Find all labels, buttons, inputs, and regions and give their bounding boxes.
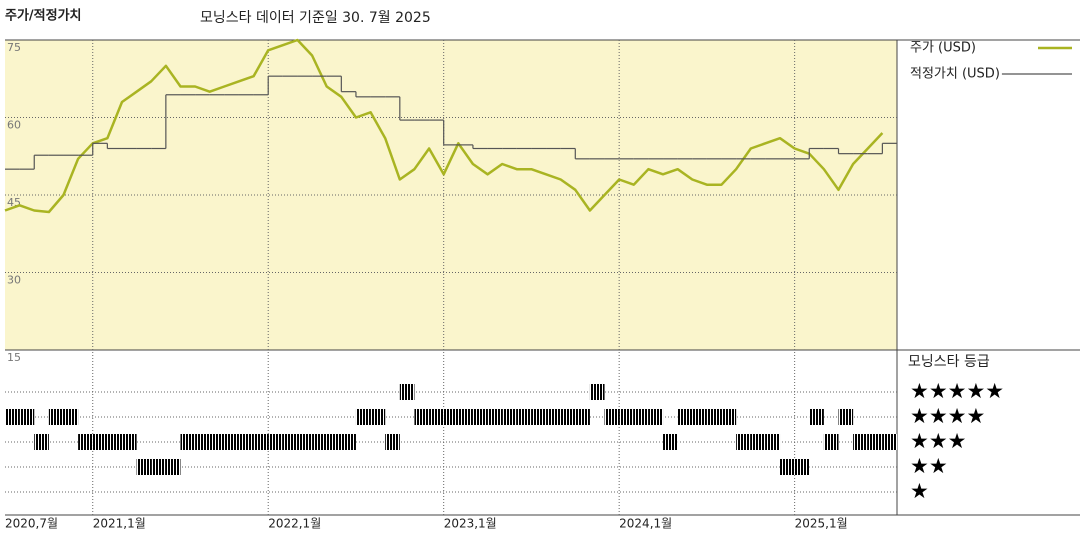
rating-bar	[823, 434, 839, 450]
rating-bar	[355, 409, 371, 425]
rating-bar	[619, 409, 634, 425]
rating-bar	[765, 434, 781, 450]
rating-bar	[268, 434, 283, 450]
rating-bar	[282, 434, 298, 450]
rating-bar	[575, 409, 590, 425]
rating-bar	[399, 384, 415, 400]
legend-label: 적정가치 (USD)	[910, 67, 1000, 82]
rating-bar	[472, 409, 488, 425]
rating-bar	[209, 434, 225, 450]
rating-bar	[867, 434, 883, 450]
rating-label: ★	[910, 479, 929, 503]
rating-bar	[487, 409, 503, 425]
y-tick-label: 15	[7, 351, 21, 364]
rating-bar	[238, 434, 254, 450]
rating-bar	[297, 434, 313, 450]
plot-background	[5, 40, 897, 350]
rating-bar	[136, 459, 152, 475]
rating-bar	[34, 434, 49, 450]
rating-bar	[165, 459, 181, 475]
rating-bar	[560, 409, 576, 425]
rating-bar	[458, 409, 473, 425]
rating-bar	[429, 409, 444, 425]
legend-label: 주가 (USD)	[910, 41, 976, 56]
rating-bar	[312, 434, 327, 450]
rating-bar	[370, 409, 386, 425]
rating-bar	[604, 409, 620, 425]
rating-bar	[253, 434, 269, 450]
rating-bar	[151, 459, 166, 475]
rating-bar	[326, 434, 342, 450]
rating-bar	[633, 409, 649, 425]
x-tick-label: 2022,1월	[268, 517, 321, 531]
rating-label: ★★★★★	[910, 379, 1004, 403]
chart-subtitle: 모닝스타 데이터 기준일 30. 7월 2025	[200, 10, 431, 26]
rating-bar	[92, 434, 108, 450]
rating-bar	[78, 434, 93, 450]
rating-bar	[882, 434, 897, 450]
rating-bar	[677, 409, 693, 425]
rating-bar	[809, 409, 824, 425]
rating-bar	[721, 409, 737, 425]
rating-label: ★★	[910, 454, 948, 478]
y-tick-label: 75	[7, 41, 21, 54]
rating-label: ★★★	[910, 429, 966, 453]
rating-bar	[531, 409, 547, 425]
rating-bar	[443, 409, 459, 425]
rating-bar	[663, 434, 678, 450]
rating-title: 모닝스타 등급	[908, 354, 990, 370]
price-line	[4, 38, 884, 214]
rating-bar	[19, 409, 35, 425]
rating-bar	[180, 434, 196, 450]
rating-bar	[195, 434, 210, 450]
rating-bar	[780, 459, 795, 475]
rating-bar	[502, 409, 517, 425]
rating-bar	[516, 409, 532, 425]
rating-bar	[706, 409, 722, 425]
rating-bar	[750, 434, 766, 450]
x-tick-label: 2020,7월	[5, 517, 58, 531]
rating-bar	[385, 434, 400, 450]
rating-bar	[107, 434, 122, 450]
rating-bar	[341, 434, 356, 450]
x-tick-label: 2024,1월	[619, 517, 672, 531]
rating-bar	[794, 459, 810, 475]
rating-bar	[63, 409, 79, 425]
rating-bar	[546, 409, 561, 425]
rating-bar	[648, 409, 664, 425]
x-tick-label: 2025,1월	[795, 517, 848, 531]
rating-bar	[736, 434, 751, 450]
y-tick-label: 30	[7, 274, 21, 287]
x-tick-label: 2021,1월	[93, 517, 146, 531]
rating-bar	[838, 409, 854, 425]
rating-bar	[48, 409, 64, 425]
rating-bar	[414, 409, 430, 425]
rating-bar	[589, 384, 605, 400]
y-tick-label: 60	[7, 119, 21, 132]
x-tick-label: 2023,1월	[444, 517, 497, 531]
rating-label: ★★★★	[910, 404, 985, 428]
rating-bar	[5, 409, 20, 425]
rating-bar	[692, 409, 707, 425]
rating-bar	[853, 434, 868, 450]
rating-bar	[121, 434, 137, 450]
chart-title: 주가/적정가치	[5, 8, 82, 24]
rating-bar	[224, 434, 239, 450]
